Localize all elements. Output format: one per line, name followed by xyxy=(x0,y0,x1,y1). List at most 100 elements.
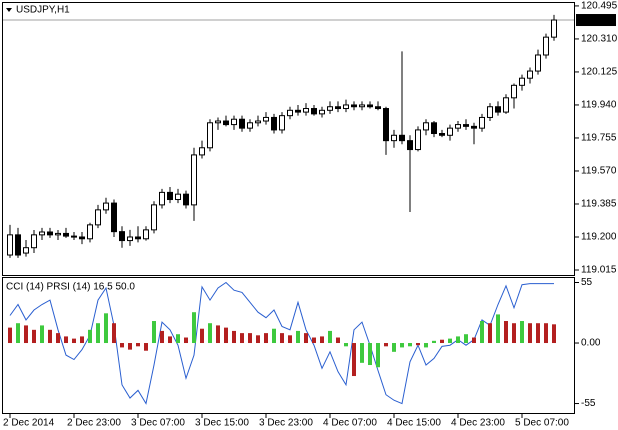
y-tick-label: 120.310 xyxy=(581,34,618,45)
candle-body xyxy=(271,116,277,131)
histogram-bar xyxy=(416,343,420,346)
histogram-bar xyxy=(80,336,84,344)
candle-body xyxy=(215,120,221,124)
menu-icon[interactable] xyxy=(6,8,12,12)
histogram-bar xyxy=(256,335,260,344)
histogram-bar xyxy=(288,335,292,344)
x-tick-label: 4 Dec 07:00 xyxy=(323,418,377,429)
cci-line xyxy=(9,281,554,405)
candle-body xyxy=(463,124,469,127)
histogram-bar xyxy=(232,330,236,344)
histogram-bar xyxy=(384,343,388,347)
candle-body xyxy=(335,106,341,110)
histogram-bar xyxy=(144,343,148,351)
candle-body xyxy=(551,19,557,38)
histogram-bar xyxy=(376,343,380,368)
histogram-bar xyxy=(464,334,468,344)
histogram-bar xyxy=(496,314,500,344)
candle-body xyxy=(319,109,325,115)
histogram-bar xyxy=(440,339,444,344)
y-tick-label: 119.940 xyxy=(581,100,617,111)
histogram-bar xyxy=(184,337,188,344)
candle-body xyxy=(127,236,133,242)
candle-body xyxy=(95,209,101,226)
candle-body xyxy=(15,234,21,256)
candle-body xyxy=(487,106,493,118)
candle-body xyxy=(231,118,237,126)
histogram-bar xyxy=(128,343,132,350)
candle-body xyxy=(343,104,349,110)
candle-body xyxy=(495,106,501,113)
histogram-bar xyxy=(104,313,108,344)
candle-body xyxy=(415,129,421,151)
histogram-bar xyxy=(312,337,316,344)
candle-body xyxy=(351,104,357,108)
histogram-bar xyxy=(136,343,140,347)
candle-body xyxy=(279,115,285,131)
x-tick-label: 4 Dec 23:00 xyxy=(451,418,505,429)
histogram-bar xyxy=(504,321,508,344)
candle-body xyxy=(303,108,309,113)
candle-body xyxy=(311,108,317,115)
histogram-bar xyxy=(168,336,172,344)
histogram-bar xyxy=(160,330,164,344)
chart-title: USDJPY,H1 xyxy=(16,5,70,16)
candle-body xyxy=(23,247,29,254)
histogram-bar xyxy=(112,323,116,344)
candle-body xyxy=(359,104,365,108)
candle-body xyxy=(71,235,77,238)
histogram-bar xyxy=(224,327,228,344)
candle-body xyxy=(471,125,477,129)
y-tick-label: 0.00 xyxy=(581,338,601,349)
histogram-bar xyxy=(552,324,556,344)
histogram-bar xyxy=(536,323,540,344)
x-tick-label: 2 Dec 23:00 xyxy=(67,418,121,429)
candle-body xyxy=(167,191,173,201)
indicator-panel xyxy=(2,277,575,414)
candle-body xyxy=(63,232,69,237)
x-tick-label: 3 Dec 23:00 xyxy=(259,418,313,429)
candle-body xyxy=(455,124,461,129)
candle-body xyxy=(159,191,165,206)
histogram-bar xyxy=(176,334,180,344)
candle-body xyxy=(151,204,157,231)
histogram-bar xyxy=(472,337,476,344)
histogram-bar xyxy=(408,343,412,347)
histogram-bar xyxy=(96,323,100,344)
histogram-bar xyxy=(16,323,20,344)
candle-body xyxy=(199,147,205,156)
y-tick-label: 120.495 xyxy=(581,1,618,12)
candle-body xyxy=(423,122,429,131)
histogram-bar xyxy=(120,343,124,348)
histogram-bar xyxy=(480,321,484,344)
histogram-bar xyxy=(448,338,452,344)
x-tick-label: 2 Dec 2014 xyxy=(3,418,55,429)
candle-body xyxy=(103,202,109,211)
current-price-box xyxy=(576,14,616,27)
histogram-bar xyxy=(424,343,428,348)
candle-body xyxy=(55,232,61,236)
candle-body xyxy=(111,202,117,233)
histogram-bar xyxy=(368,343,372,366)
histogram-bar xyxy=(24,325,28,344)
histogram-bar xyxy=(240,333,244,344)
histogram-bar xyxy=(528,323,532,344)
histogram-bar xyxy=(520,321,524,344)
candle-body xyxy=(7,234,13,256)
candle-body xyxy=(119,231,125,242)
candle-body xyxy=(191,154,197,206)
y-tick-label: 119.570 xyxy=(581,166,617,177)
candle-body xyxy=(207,122,213,149)
y-tick-label: 119.755 xyxy=(581,133,617,144)
histogram-bar xyxy=(264,333,268,344)
histogram-bar xyxy=(304,333,308,344)
candle-body xyxy=(543,36,549,56)
candle-body xyxy=(79,236,85,240)
candle-body xyxy=(287,109,293,117)
histogram-bar xyxy=(392,343,396,352)
histogram-bar xyxy=(48,329,52,344)
candle-body xyxy=(439,133,445,136)
